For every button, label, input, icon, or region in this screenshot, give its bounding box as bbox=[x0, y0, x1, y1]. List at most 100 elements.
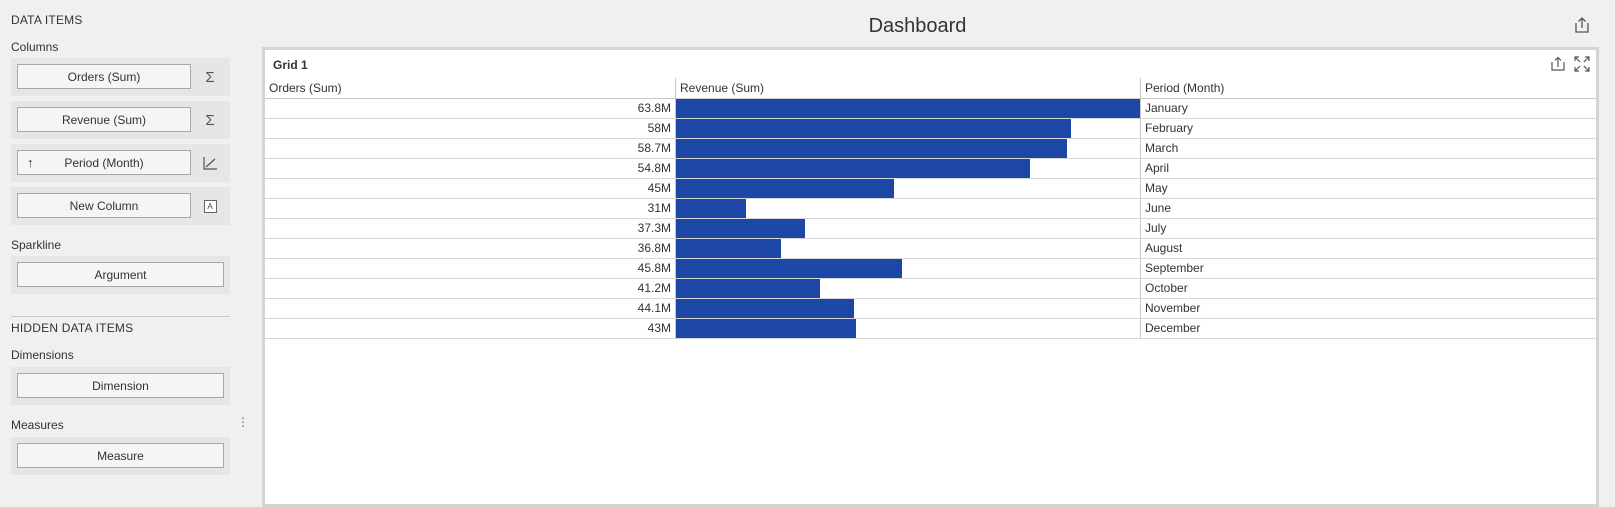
sort-ascending-icon[interactable]: ↑ bbox=[27, 155, 34, 170]
revenue-bar bbox=[676, 239, 781, 258]
sparkline-chart-icon[interactable] bbox=[199, 153, 221, 173]
column-separator bbox=[675, 239, 676, 258]
period-cell: July bbox=[1140, 219, 1596, 238]
revenue-bar bbox=[676, 159, 1030, 178]
orders-cell: 43M bbox=[647, 321, 671, 335]
data-items-panel: DATA ITEMS Columns Orders (Sum) Σ Revenu… bbox=[0, 0, 234, 500]
column-header-orders[interactable]: Orders (Sum) bbox=[269, 81, 342, 95]
column-separator bbox=[675, 179, 676, 198]
argument-placeholder-button[interactable]: Argument bbox=[17, 262, 224, 287]
column-slot-revenue: Revenue (Sum) Σ bbox=[11, 101, 230, 139]
period-cell: November bbox=[1140, 299, 1596, 318]
grid-title: Grid 1 bbox=[273, 58, 308, 72]
text-type-icon[interactable]: A bbox=[199, 196, 221, 216]
grid-header-row: Orders (Sum) Revenue (Sum) Period (Month… bbox=[265, 78, 1596, 99]
orders-cell: 44.1M bbox=[637, 301, 671, 315]
column-separator bbox=[675, 199, 676, 218]
table-row[interactable]: 43M December bbox=[265, 319, 1596, 339]
revenue-bar bbox=[676, 299, 854, 318]
period-cell: August bbox=[1140, 239, 1596, 258]
new-column-button[interactable]: New Column bbox=[17, 193, 191, 218]
table-row[interactable]: 63.8M January bbox=[265, 99, 1596, 119]
period-cell: December bbox=[1140, 319, 1596, 338]
sigma-icon[interactable]: Σ bbox=[205, 111, 215, 129]
period-cell: October bbox=[1140, 279, 1596, 298]
column-separator bbox=[675, 319, 676, 338]
column-slot-period: ↑ Period (Month) bbox=[11, 144, 230, 182]
sparkline-slot: Argument bbox=[11, 256, 230, 294]
revenue-bar bbox=[676, 219, 805, 238]
export-icon[interactable] bbox=[1573, 16, 1591, 34]
column-separator bbox=[675, 259, 676, 278]
period-cell: February bbox=[1140, 119, 1596, 138]
orders-cell: 58M bbox=[647, 121, 671, 135]
orders-cell: 54.8M bbox=[637, 161, 671, 175]
column-header-revenue[interactable]: Revenue (Sum) bbox=[675, 78, 1140, 98]
orders-cell: 63.8M bbox=[637, 101, 671, 115]
hidden-data-items-header: HIDDEN DATA ITEMS bbox=[11, 321, 134, 335]
dashboard-title: Dashboard bbox=[868, 15, 967, 37]
column-separator bbox=[675, 99, 676, 118]
orders-cell: 37.3M bbox=[637, 221, 671, 235]
revenue-bar bbox=[676, 99, 1140, 118]
maximize-icon[interactable] bbox=[1574, 56, 1590, 72]
period-cell: April bbox=[1140, 159, 1596, 178]
column-item-label: Revenue (Sum) bbox=[61, 112, 147, 127]
dimension-placeholder-label: Dimension bbox=[92, 378, 149, 393]
period-cell: March bbox=[1140, 139, 1596, 158]
revenue-bar bbox=[676, 139, 1067, 158]
period-cell: June bbox=[1140, 199, 1596, 218]
table-row[interactable]: 45M May bbox=[265, 179, 1596, 199]
column-separator bbox=[675, 139, 676, 158]
column-separator bbox=[675, 279, 676, 298]
table-row[interactable]: 41.2M October bbox=[265, 279, 1596, 299]
table-row[interactable]: 45.8M September bbox=[265, 259, 1596, 279]
orders-cell: 58.7M bbox=[637, 141, 671, 155]
orders-cell: 31M bbox=[647, 201, 671, 215]
dimensions-slot: Dimension bbox=[11, 367, 230, 405]
orders-cell: 41.2M bbox=[637, 281, 671, 295]
measure-placeholder-label: Measure bbox=[97, 448, 144, 463]
table-row[interactable]: 58M February bbox=[265, 119, 1596, 139]
period-cell: September bbox=[1140, 259, 1596, 278]
table-row[interactable]: 31M June bbox=[265, 199, 1596, 219]
text-type-glyph: A bbox=[203, 199, 217, 213]
orders-cell: 45.8M bbox=[637, 261, 671, 275]
dimension-placeholder-button[interactable]: Dimension bbox=[17, 373, 224, 398]
argument-placeholder-label: Argument bbox=[94, 267, 147, 282]
column-item-label: New Column bbox=[69, 198, 139, 213]
column-item-label: Period (Month) bbox=[64, 155, 144, 170]
measures-label: Measures bbox=[11, 418, 64, 432]
measures-slot: Measure bbox=[11, 437, 230, 475]
sparkline-label: Sparkline bbox=[11, 238, 62, 252]
grid-export-icon[interactable] bbox=[1550, 56, 1566, 72]
sigma-icon[interactable]: Σ bbox=[205, 68, 215, 86]
revenue-bar bbox=[676, 319, 856, 338]
table-row[interactable]: 54.8M April bbox=[265, 159, 1596, 179]
column-separator bbox=[675, 299, 676, 318]
data-items-header: DATA ITEMS bbox=[11, 13, 83, 27]
column-header-period[interactable]: Period (Month) bbox=[1140, 78, 1596, 98]
column-item-revenue-button[interactable]: Revenue (Sum) bbox=[17, 107, 191, 132]
column-separator bbox=[675, 219, 676, 238]
table-row[interactable]: 36.8M August bbox=[265, 239, 1596, 259]
measure-placeholder-button[interactable]: Measure bbox=[17, 443, 224, 468]
period-cell: May bbox=[1140, 179, 1596, 198]
column-item-orders-button[interactable]: Orders (Sum) bbox=[17, 64, 191, 89]
revenue-bar bbox=[676, 279, 820, 298]
revenue-bar bbox=[676, 179, 894, 198]
table-row[interactable]: 58.7M March bbox=[265, 139, 1596, 159]
dimensions-label: Dimensions bbox=[11, 348, 74, 362]
column-separator bbox=[675, 119, 676, 138]
grid-body: 63.8M January 58M February 58.7M March 54.8M Ap… bbox=[265, 99, 1596, 339]
grid-item: Grid 1 Orders (Sum) Revenue (Sum) Period… bbox=[262, 47, 1599, 507]
period-cell: January bbox=[1140, 99, 1596, 118]
orders-cell: 45M bbox=[647, 181, 671, 195]
grid-toolbar bbox=[1550, 56, 1590, 72]
table-row[interactable]: 44.1M November bbox=[265, 299, 1596, 319]
table-row[interactable]: 37.3M July bbox=[265, 219, 1596, 239]
revenue-bar bbox=[676, 259, 902, 278]
column-item-period-button[interactable]: ↑ Period (Month) bbox=[17, 150, 191, 175]
panel-divider bbox=[11, 316, 230, 317]
panel-splitter-handle[interactable]: ⋮ bbox=[237, 415, 249, 429]
